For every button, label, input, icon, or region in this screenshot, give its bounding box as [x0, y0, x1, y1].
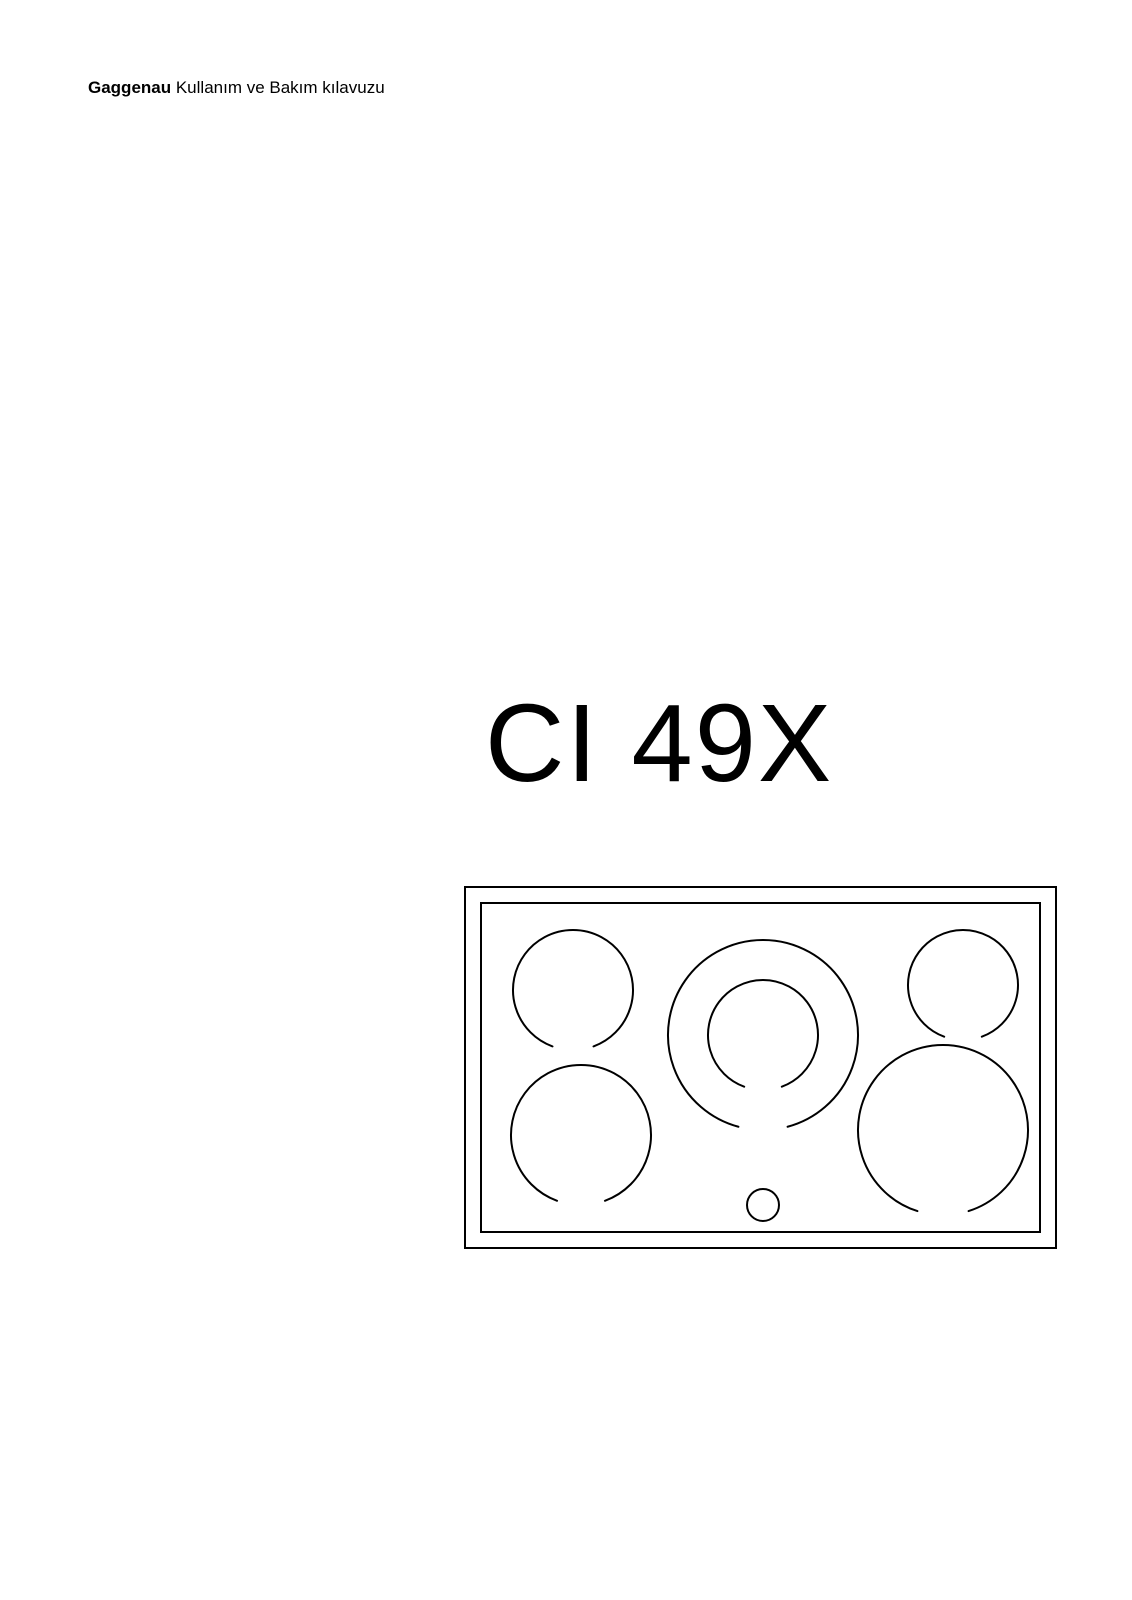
- document-subtitle: Kullanım ve Bakım kılavuzu: [171, 78, 385, 97]
- brand-name: Gaggenau: [88, 78, 171, 97]
- cooktop-svg: [463, 885, 1058, 1250]
- cooktop-diagram: [463, 885, 1058, 1250]
- document-header: Gaggenau Kullanım ve Bakım kılavuzu: [88, 78, 385, 98]
- model-number: CI 49X: [485, 680, 833, 807]
